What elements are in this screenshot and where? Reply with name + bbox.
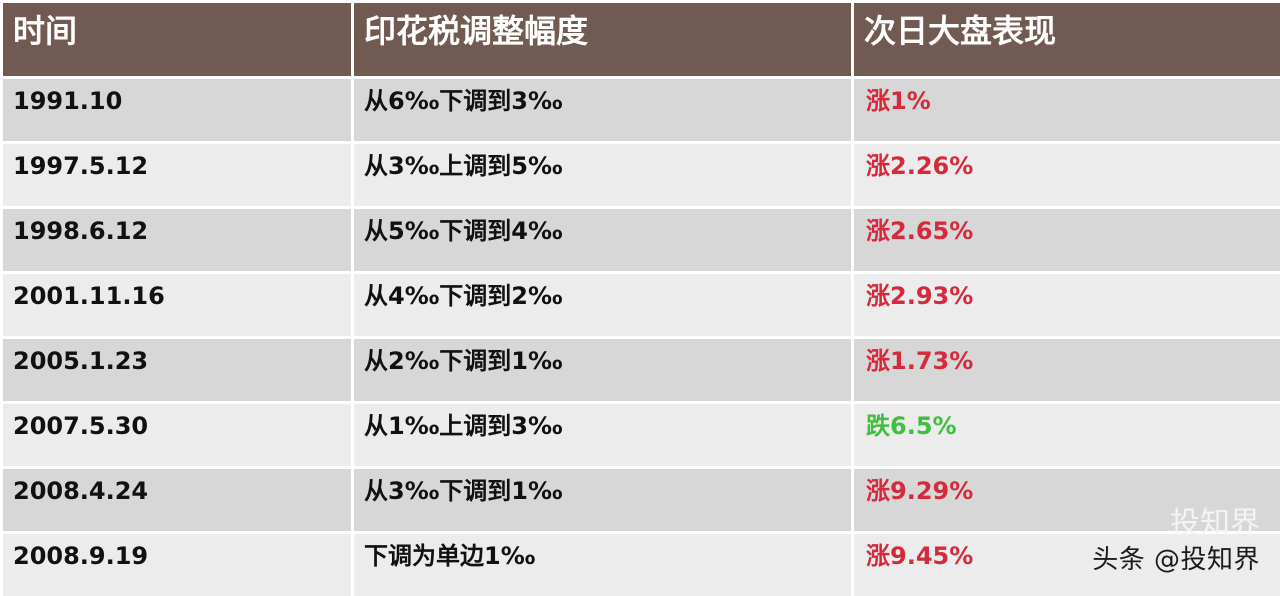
cell-next-day: 涨9.45%: [854, 534, 1280, 596]
cell-next-day: 涨1.73%: [854, 339, 1280, 401]
cell-date: 2005.1.23: [3, 339, 351, 401]
header-next-day: 次日大盘表现: [854, 3, 1280, 76]
cell-next-day: 涨1%: [854, 79, 1280, 141]
cell-adjustment: 从3‰下调到1‰: [354, 469, 851, 531]
cell-adjustment: 从2‰下调到1‰: [354, 339, 851, 401]
cell-date: 1997.5.12: [3, 144, 351, 206]
cell-adjustment: 从5‰下调到4‰: [354, 209, 851, 271]
header-adjustment: 印花税调整幅度: [354, 3, 851, 76]
watermark: 头条 @投知界: [1092, 545, 1260, 575]
cell-adjustment: 从6‰下调到3‰: [354, 79, 851, 141]
cell-date: 1998.6.12: [3, 209, 351, 271]
cell-date: 2008.9.19: [3, 534, 351, 596]
header-time: 时间: [3, 3, 351, 76]
cell-date: 2007.5.30: [3, 404, 351, 466]
cell-next-day: 涨9.29%: [854, 469, 1280, 531]
watermark-ghost: 投知界: [1170, 506, 1260, 541]
cell-date: 1991.10: [3, 79, 351, 141]
cell-next-day: 涨2.93%: [854, 274, 1280, 336]
cell-adjustment: 下调为单边1‰: [354, 534, 851, 596]
cell-next-day: 涨2.26%: [854, 144, 1280, 206]
cell-adjustment: 从1‰上调到3‰: [354, 404, 851, 466]
cell-date: 2001.11.16: [3, 274, 351, 336]
cell-adjustment: 从3‰上调到5‰: [354, 144, 851, 206]
cell-next-day: 跌6.5%: [854, 404, 1280, 466]
cell-date: 2008.4.24: [3, 469, 351, 531]
cell-next-day: 涨2.65%: [854, 209, 1280, 271]
cell-adjustment: 从4‰下调到2‰: [354, 274, 851, 336]
